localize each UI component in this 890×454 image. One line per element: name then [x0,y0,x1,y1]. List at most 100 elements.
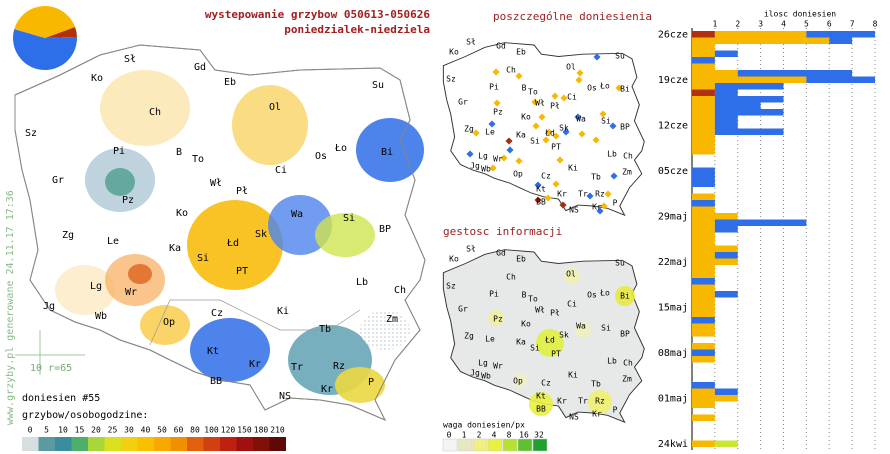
report-dot [578,130,586,138]
city-label: Eb [516,48,526,57]
bar [692,50,715,57]
city-label: Le [485,335,495,344]
city-label: Rz [595,397,605,406]
city-label: Kt [207,346,219,357]
city-label: Ci [275,165,287,176]
bar [692,63,715,70]
report-dot [574,113,582,121]
city-label: Kr [557,397,567,406]
city-label: PT [551,350,561,359]
bar [692,135,715,142]
legend-title: grzybow/osobogodzine: [22,410,148,421]
city-label: Jg [470,162,480,171]
city-label: Si [601,324,611,333]
bar [692,252,715,259]
bar [692,115,715,122]
city-label: Op [163,317,175,328]
report-dot [562,128,570,136]
report-dot [599,110,607,118]
y-tick-label: 08maj [658,348,688,359]
bar [692,70,738,77]
city-label: BP [620,123,630,132]
pie-slice [12,29,78,71]
city-label: PT [236,266,248,277]
city-label: Ch [623,152,633,161]
city-label: Tb [591,173,601,182]
legend-swatch [457,438,473,452]
city-label: BP [620,330,630,339]
bar [692,76,807,83]
bar [692,343,715,350]
bar [692,284,715,291]
title: wystepowanie grzybow 050613-050626 [205,8,431,21]
city-label: Ko [449,255,459,264]
subtitle: poniedzialek-niedziela [284,23,430,36]
density-blob [588,390,612,414]
legend-label: 30 [124,426,134,435]
city-label: Zg [62,230,74,241]
city-label: Rz [595,190,605,199]
city-label: Sł [466,245,476,254]
bar [692,304,715,311]
report-dot [532,122,540,130]
bar [714,219,807,226]
report-dot [592,136,600,144]
density-blob [513,373,527,387]
bar [692,440,715,447]
legend-swatch [88,437,105,451]
legend-swatch [22,437,39,451]
city-label: Os [587,84,597,93]
legend-label: 100 [204,426,219,435]
city-label: Pi [113,146,125,157]
bar [692,310,715,317]
city-label: Ch [623,359,633,368]
y-tick-label: 26cze [658,30,688,41]
city-label: Kt [536,185,546,194]
city-label: Si [530,344,540,353]
city-label: Ko [449,48,459,57]
city-label: NS [279,391,291,402]
report-dot [575,76,583,84]
report-dot [493,99,501,107]
city-label: Zm [386,314,398,325]
bar [692,317,715,324]
city-label: Sk [559,331,569,340]
city-label: Pz [122,195,134,206]
city-label: Wł [210,178,222,189]
city-label: Lg [90,281,102,292]
city-label: Ch [506,66,516,75]
report-dot [556,156,564,164]
bar [692,96,715,103]
city-label: Sz [446,75,456,84]
city-label: Sk [255,229,267,240]
bar [692,200,715,207]
city-label: Wa [576,322,586,331]
report-dot [593,53,601,61]
city-label: Op [513,170,523,179]
bar [692,89,715,96]
city-label: Cz [541,172,551,181]
city-label: Gr [52,175,64,186]
legend-label: 20 [91,426,101,435]
bar [692,382,715,389]
city-label: Jg [43,301,55,312]
points-map-title: poszczególne doniesienia [493,10,652,23]
report-dot [515,157,523,165]
bar [714,388,738,395]
legend-label: 180 [254,426,269,435]
city-label: Tb [319,324,331,335]
legend-swatch [154,437,171,451]
report-dot [600,202,608,210]
main-map [14,44,426,421]
city-label: Ci [567,93,577,102]
city-label: Łd [226,238,239,249]
city-label: Si [530,137,540,146]
legend-label: 16 [519,431,529,440]
bar [692,128,715,135]
city-label: Jg [470,369,480,378]
bar [714,252,738,259]
city-label: Ło [334,143,347,154]
legend-label: 80 [190,426,200,435]
city-label: P [368,377,374,388]
density-blob [615,286,635,306]
